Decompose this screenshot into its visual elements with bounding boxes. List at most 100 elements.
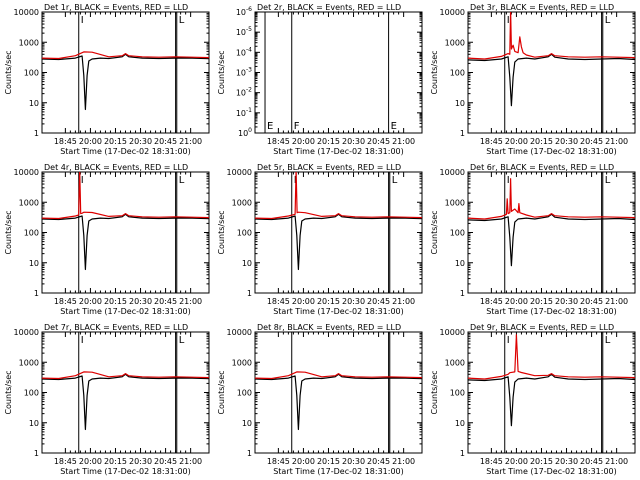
time-marker-label: L xyxy=(605,335,611,346)
x-tick-label: 20:00 xyxy=(292,297,315,306)
x-tick-label: 20:15 xyxy=(104,137,127,146)
panel-title: Det 6r, BLACK = Events, RED = LLD xyxy=(470,163,614,172)
plot-frame xyxy=(254,11,423,134)
time-marker-label: F xyxy=(294,121,300,132)
time-marker-label: L xyxy=(179,175,185,186)
y-tick-label: 1 xyxy=(460,289,465,298)
x-tick-label: 20:00 xyxy=(505,137,528,146)
y-tick-label: 100 xyxy=(24,389,39,398)
y-axis-label: Counts/sec xyxy=(217,370,226,414)
plot-frame xyxy=(467,331,636,454)
time-marker-label: L xyxy=(605,175,611,186)
y-tick-label: 10000 xyxy=(227,328,252,337)
y-tick-label: 1 xyxy=(34,129,39,138)
events-series-line xyxy=(468,53,635,107)
x-tick-label: 20:15 xyxy=(104,457,127,466)
y-axis-label: Counts/sec xyxy=(4,50,13,94)
events-series-line xyxy=(255,213,422,271)
data-layer xyxy=(42,371,209,431)
x-tick-label: 20:15 xyxy=(317,457,340,466)
events-series-line xyxy=(255,373,422,431)
x-tick-label: 20:30 xyxy=(555,457,578,466)
time-marker-label: E xyxy=(391,121,397,132)
x-axis-label: Start Time (17-Dec-02 18:31:00) xyxy=(273,307,404,316)
y-tick-label: 100 xyxy=(24,229,39,238)
x-tick-label: 21:00 xyxy=(179,297,202,306)
detector-panel: Det 6r, BLACK = Events, RED = LLD 1 10 100 1… xyxy=(430,163,636,316)
plot-frame xyxy=(467,11,636,134)
panel-title: Det 2r, BLACK = Events, RED = LLD xyxy=(257,3,401,12)
y-tick-label: 100 xyxy=(237,229,252,238)
y-axis-label: Counts/sec xyxy=(217,210,226,254)
x-tick-label: 18:45 xyxy=(267,297,290,306)
y-tick-label: 10 xyxy=(242,419,252,428)
plot-frame xyxy=(254,331,423,454)
y-tick-label: 1000 xyxy=(445,198,465,207)
y-tick-label: 1000 xyxy=(232,198,252,207)
y-tick-label: 10-6 xyxy=(236,6,252,17)
detector-panel: Det 1r, BLACK = Events, RED = LLD 1 10 100 1… xyxy=(4,3,210,156)
x-tick-label: 18:45 xyxy=(480,297,503,306)
y-tick-label: 10000 xyxy=(440,328,465,337)
x-tick-label: 20:00 xyxy=(79,137,102,146)
y-tick-label: 100 xyxy=(450,69,465,78)
data-layer xyxy=(255,172,422,271)
panel-title: Det 1r, BLACK = Events, RED = LLD xyxy=(44,3,188,12)
x-tick-label: 20:00 xyxy=(79,457,102,466)
x-tick-label: 20:00 xyxy=(292,457,315,466)
lld-series-line xyxy=(42,51,209,60)
x-tick-label: 21:00 xyxy=(392,137,415,146)
time-marker-label: L xyxy=(392,175,398,186)
y-tick-label: 100 xyxy=(237,389,252,398)
x-tick-label: 20:45 xyxy=(367,457,390,466)
x-tick-label: 20:30 xyxy=(342,457,365,466)
panel-title: Det 8r, BLACK = Events, RED = LLD xyxy=(257,323,401,332)
x-axis-label: Start Time (17-Dec-02 18:31:00) xyxy=(60,467,191,476)
x-tick-label: 20:45 xyxy=(154,297,177,306)
detector-panel: Det 5r, BLACK = Events, RED = LLD 1 10 100 1… xyxy=(217,163,423,316)
plot-frame xyxy=(41,171,210,294)
y-tick-label: 10000 xyxy=(440,8,465,17)
y-tick-label: 10-1 xyxy=(236,107,252,118)
y-tick-label: 10 xyxy=(29,419,39,428)
y-tick-label: 10-5 xyxy=(236,26,252,37)
y-tick-label: 1 xyxy=(247,449,252,458)
time-marker-label: L xyxy=(179,335,185,346)
x-tick-label: 20:00 xyxy=(505,457,528,466)
data-layer xyxy=(255,371,422,431)
x-axis-label: Start Time (17-Dec-02 18:31:00) xyxy=(486,467,617,476)
x-tick-label: 20:30 xyxy=(129,297,152,306)
y-tick-label: 1 xyxy=(460,129,465,138)
time-marker-label: L xyxy=(605,15,611,26)
x-tick-label: 20:45 xyxy=(367,297,390,306)
data-layer xyxy=(468,178,635,267)
y-tick-label: 10000 xyxy=(440,168,465,177)
lld-series-line xyxy=(42,172,209,220)
y-tick-label: 100 xyxy=(450,229,465,238)
events-series-line xyxy=(42,373,209,431)
lld-series-line xyxy=(42,371,209,380)
y-axis-label: Counts/sec xyxy=(4,370,13,414)
x-tick-label: 20:45 xyxy=(154,457,177,466)
data-layer xyxy=(468,334,635,427)
panel-title: Det 9r, BLACK = Events, RED = LLD xyxy=(470,323,614,332)
y-tick-label: 10 xyxy=(29,259,39,268)
plot-frame xyxy=(467,171,636,294)
x-tick-label: 21:00 xyxy=(179,137,202,146)
x-axis-label: Start Time (17-Dec-02 18:31:00) xyxy=(60,147,191,156)
x-tick-label: 20:15 xyxy=(317,297,340,306)
x-tick-label: 20:45 xyxy=(367,137,390,146)
y-axis-label: Counts/sec xyxy=(430,210,439,254)
y-axis-label: Counts/sec xyxy=(4,210,13,254)
y-tick-label: 10 xyxy=(455,99,465,108)
x-tick-label: 21:00 xyxy=(605,297,628,306)
lld-series-line xyxy=(468,178,635,220)
detector-panel: Det 9r, BLACK = Events, RED = LLD 1 10 100 1… xyxy=(430,323,636,476)
x-tick-label: 18:45 xyxy=(267,137,290,146)
y-tick-label: 1 xyxy=(34,289,39,298)
x-tick-label: 20:15 xyxy=(530,457,553,466)
x-tick-label: 20:30 xyxy=(129,137,152,146)
y-tick-label: 10 xyxy=(242,259,252,268)
plot-frame xyxy=(254,171,423,294)
